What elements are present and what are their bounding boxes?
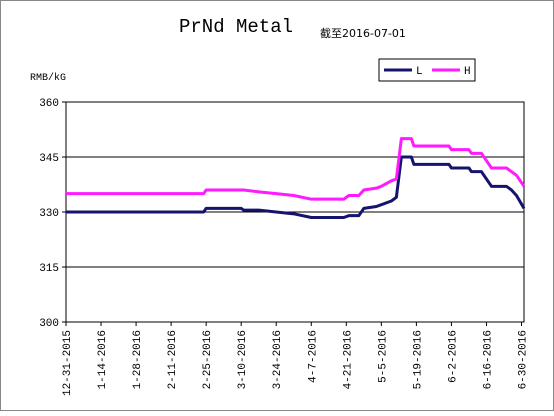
series-line	[66, 155, 526, 219]
y-tick-label: 315	[39, 263, 59, 275]
x-tick-label: 1-28-2016	[132, 330, 144, 389]
x-tick-label: 3-24-2016	[272, 330, 284, 389]
x-tick-label: 2-25-2016	[202, 330, 214, 389]
x-tick-label: 4-7-2016	[307, 330, 319, 383]
x-tick-label: 12-31-2015	[62, 330, 74, 396]
y-tick-label: 360	[39, 98, 59, 110]
y-axis-label: RMB/kG	[30, 72, 66, 84]
legend-box	[378, 58, 476, 82]
y-tick-label: 300	[39, 318, 59, 330]
y-tick-label: 330	[39, 208, 59, 220]
series-line	[66, 137, 526, 201]
x-tick-label: 6-2-2016	[447, 330, 459, 383]
x-tick-label: 3-10-2016	[237, 330, 249, 389]
y-tick-label: 345	[39, 153, 59, 165]
x-tick-label: 6-30-2016	[517, 330, 529, 389]
x-tick-label: 1-14-2016	[97, 330, 109, 389]
chart-title: PrNd Metal	[179, 16, 293, 38]
chart-subtitle: 截至2016-07-01	[320, 26, 406, 40]
legend-label: L	[416, 66, 423, 78]
x-tick-label: 5-5-2016	[377, 330, 389, 383]
x-tick-label: 4-21-2016	[342, 330, 354, 389]
legend-label: H	[464, 66, 471, 78]
x-tick-label: 6-16-2016	[482, 330, 494, 389]
x-tick-label: 2-11-2016	[167, 330, 179, 389]
x-tick-label: 5-19-2016	[412, 330, 424, 389]
